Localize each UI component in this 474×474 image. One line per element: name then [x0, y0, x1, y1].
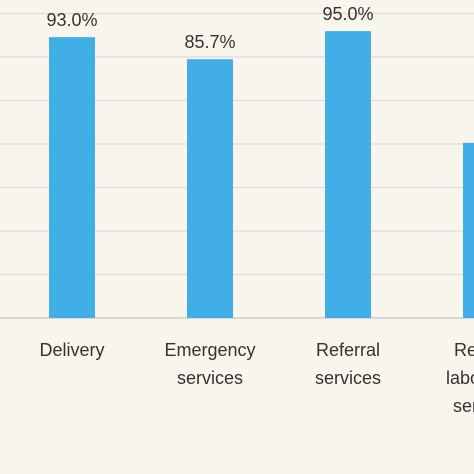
category-label: Referral: [316, 340, 380, 360]
category-label: services: [315, 368, 381, 388]
bar: [187, 59, 233, 318]
bar-value-label: 85.7%: [184, 32, 235, 52]
bar: [49, 37, 95, 318]
bar-value-label: 95.0%: [322, 4, 373, 24]
value-labels: 93.0%85.7%95.0%58: [46, 4, 373, 52]
category-label: Delivery: [39, 340, 104, 360]
category-label: services: [453, 396, 474, 416]
bar: [325, 31, 371, 318]
category-label: services: [177, 368, 243, 388]
bar-value-label: 93.0%: [46, 10, 97, 30]
category-label: laboratory: [446, 368, 474, 388]
category-label: Emergency: [164, 340, 255, 360]
category-labels: Delivery Emergency services Referral service…: [39, 340, 474, 416]
category-label: Referral: [454, 340, 474, 360]
bar: [463, 142, 474, 318]
bars: [49, 31, 474, 318]
